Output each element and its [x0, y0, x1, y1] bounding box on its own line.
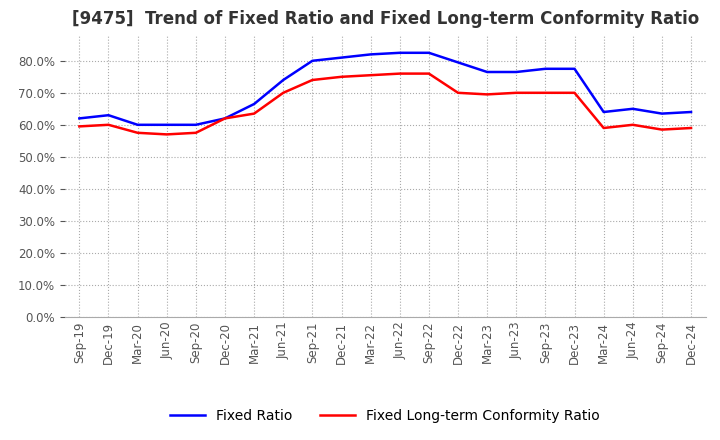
Fixed Ratio	[308, 58, 317, 63]
Fixed Ratio	[220, 116, 229, 121]
Fixed Ratio	[104, 113, 113, 118]
Fixed Ratio	[512, 70, 521, 75]
Fixed Ratio	[483, 70, 492, 75]
Fixed Long-term Conformity Ratio	[337, 74, 346, 80]
Fixed Ratio	[192, 122, 200, 128]
Fixed Ratio	[279, 77, 287, 83]
Fixed Long-term Conformity Ratio	[220, 116, 229, 121]
Fixed Long-term Conformity Ratio	[570, 90, 579, 95]
Fixed Long-term Conformity Ratio	[366, 73, 375, 78]
Fixed Long-term Conformity Ratio	[483, 92, 492, 97]
Fixed Long-term Conformity Ratio	[104, 122, 113, 128]
Fixed Long-term Conformity Ratio	[454, 90, 462, 95]
Fixed Long-term Conformity Ratio	[250, 111, 258, 116]
Fixed Long-term Conformity Ratio	[308, 77, 317, 83]
Fixed Ratio	[250, 101, 258, 106]
Fixed Ratio	[687, 110, 696, 115]
Fixed Long-term Conformity Ratio	[133, 130, 142, 136]
Legend: Fixed Ratio, Fixed Long-term Conformity Ratio: Fixed Ratio, Fixed Long-term Conformity …	[165, 403, 606, 428]
Fixed Long-term Conformity Ratio	[192, 130, 200, 136]
Fixed Ratio	[75, 116, 84, 121]
Fixed Long-term Conformity Ratio	[687, 125, 696, 131]
Fixed Long-term Conformity Ratio	[512, 90, 521, 95]
Fixed Ratio	[133, 122, 142, 128]
Fixed Long-term Conformity Ratio	[541, 90, 550, 95]
Fixed Ratio	[163, 122, 171, 128]
Fixed Ratio	[425, 50, 433, 55]
Line: Fixed Ratio: Fixed Ratio	[79, 53, 691, 125]
Line: Fixed Long-term Conformity Ratio: Fixed Long-term Conformity Ratio	[79, 73, 691, 134]
Fixed Ratio	[599, 110, 608, 115]
Fixed Ratio	[454, 60, 462, 65]
Fixed Long-term Conformity Ratio	[395, 71, 404, 76]
Fixed Ratio	[395, 50, 404, 55]
Fixed Long-term Conformity Ratio	[657, 127, 666, 132]
Fixed Long-term Conformity Ratio	[163, 132, 171, 137]
Fixed Ratio	[629, 106, 637, 111]
Fixed Long-term Conformity Ratio	[425, 71, 433, 76]
Fixed Long-term Conformity Ratio	[279, 90, 287, 95]
Fixed Ratio	[337, 55, 346, 60]
Fixed Long-term Conformity Ratio	[629, 122, 637, 128]
Title: [9475]  Trend of Fixed Ratio and Fixed Long-term Conformity Ratio: [9475] Trend of Fixed Ratio and Fixed Lo…	[71, 10, 699, 28]
Fixed Long-term Conformity Ratio	[75, 124, 84, 129]
Fixed Ratio	[570, 66, 579, 71]
Fixed Long-term Conformity Ratio	[599, 125, 608, 131]
Fixed Ratio	[366, 52, 375, 57]
Fixed Ratio	[541, 66, 550, 71]
Fixed Ratio	[657, 111, 666, 116]
